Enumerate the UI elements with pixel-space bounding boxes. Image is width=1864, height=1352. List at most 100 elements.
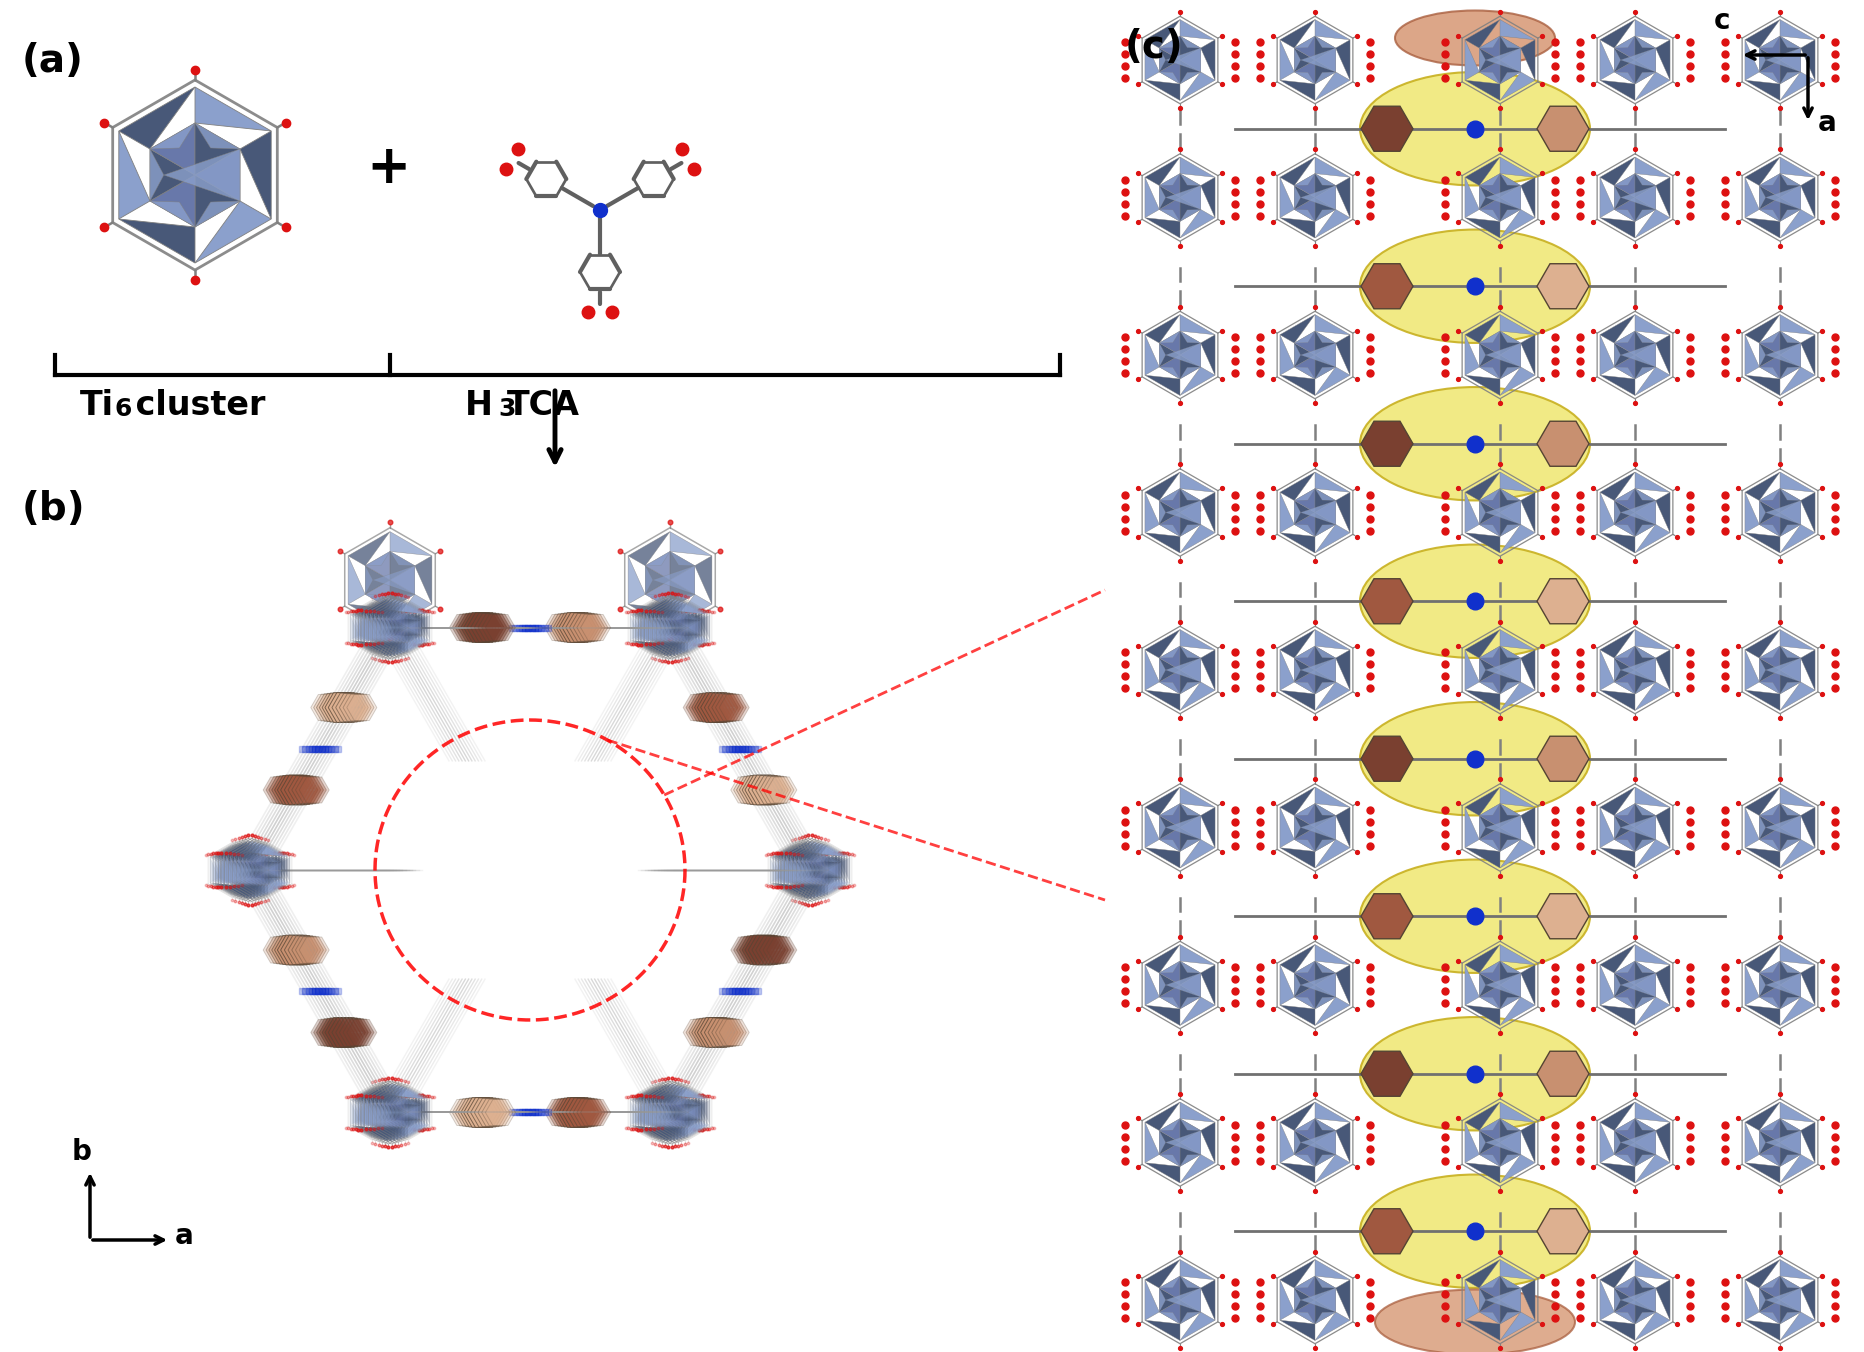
Polygon shape [779, 854, 792, 863]
Polygon shape [261, 854, 276, 863]
Polygon shape [382, 627, 395, 644]
Polygon shape [809, 861, 833, 879]
Polygon shape [1760, 658, 1765, 681]
Polygon shape [358, 1126, 382, 1140]
Polygon shape [404, 602, 427, 614]
Polygon shape [1501, 37, 1521, 59]
Polygon shape [252, 854, 265, 863]
Polygon shape [1745, 157, 1780, 185]
Polygon shape [378, 1086, 401, 1105]
Polygon shape [391, 1113, 406, 1130]
Polygon shape [1521, 1122, 1536, 1163]
Polygon shape [1780, 331, 1801, 356]
Polygon shape [669, 619, 692, 635]
Polygon shape [401, 1105, 416, 1121]
Polygon shape [798, 854, 813, 869]
Polygon shape [734, 776, 764, 803]
Polygon shape [388, 1113, 401, 1129]
Polygon shape [373, 1113, 386, 1128]
Polygon shape [196, 123, 240, 174]
Polygon shape [358, 1099, 367, 1126]
Polygon shape [371, 1105, 375, 1121]
Polygon shape [373, 1087, 393, 1099]
Polygon shape [1760, 658, 1780, 681]
Polygon shape [1620, 973, 1655, 996]
Polygon shape [796, 853, 811, 861]
Polygon shape [408, 635, 421, 642]
Polygon shape [800, 853, 815, 861]
Polygon shape [1294, 37, 1314, 49]
Polygon shape [1480, 185, 1501, 210]
Polygon shape [226, 841, 252, 861]
Polygon shape [796, 844, 818, 857]
Polygon shape [651, 1126, 675, 1141]
Polygon shape [636, 1126, 658, 1140]
Polygon shape [255, 861, 270, 879]
Polygon shape [671, 610, 686, 627]
Polygon shape [1599, 157, 1635, 185]
Polygon shape [388, 1121, 401, 1129]
Polygon shape [399, 621, 421, 635]
Polygon shape [386, 1113, 399, 1129]
Polygon shape [1281, 787, 1314, 815]
Polygon shape [1780, 197, 1801, 222]
Polygon shape [1165, 500, 1200, 525]
Polygon shape [1614, 173, 1635, 197]
Polygon shape [233, 853, 248, 869]
Polygon shape [252, 869, 267, 887]
Polygon shape [1314, 1155, 1336, 1167]
Polygon shape [628, 531, 669, 565]
Polygon shape [1501, 500, 1521, 525]
Polygon shape [1465, 965, 1480, 1006]
Polygon shape [1144, 19, 1180, 49]
Polygon shape [678, 1096, 692, 1113]
Polygon shape [358, 614, 367, 641]
Polygon shape [300, 937, 330, 963]
Polygon shape [734, 937, 764, 964]
Polygon shape [285, 936, 319, 964]
Polygon shape [1635, 173, 1655, 185]
Polygon shape [1294, 343, 1314, 366]
Polygon shape [1165, 815, 1200, 840]
Polygon shape [222, 869, 235, 886]
Polygon shape [1159, 512, 1180, 537]
Polygon shape [811, 863, 824, 877]
Polygon shape [1159, 197, 1180, 222]
Polygon shape [222, 863, 235, 877]
Polygon shape [373, 1105, 395, 1121]
Polygon shape [1635, 488, 1655, 500]
Polygon shape [1336, 177, 1350, 218]
Polygon shape [373, 610, 388, 627]
Polygon shape [1501, 671, 1521, 694]
Polygon shape [377, 627, 391, 645]
Polygon shape [391, 619, 404, 635]
Polygon shape [259, 842, 281, 856]
Polygon shape [805, 883, 828, 895]
Polygon shape [231, 853, 244, 861]
Polygon shape [1180, 787, 1215, 807]
Polygon shape [255, 856, 267, 884]
Polygon shape [662, 1096, 677, 1105]
Polygon shape [1314, 488, 1336, 512]
Polygon shape [473, 614, 507, 642]
Polygon shape [639, 1105, 643, 1119]
Polygon shape [803, 879, 818, 887]
Polygon shape [1501, 197, 1521, 222]
Polygon shape [643, 599, 669, 619]
Polygon shape [671, 1096, 684, 1113]
Polygon shape [1765, 500, 1801, 525]
Polygon shape [788, 869, 802, 887]
Polygon shape [639, 621, 643, 635]
Polygon shape [1159, 500, 1180, 525]
Polygon shape [652, 1113, 665, 1128]
Polygon shape [1159, 827, 1180, 852]
Polygon shape [759, 776, 790, 803]
Polygon shape [352, 641, 375, 654]
Polygon shape [1501, 472, 1536, 492]
Polygon shape [239, 869, 252, 886]
Polygon shape [794, 884, 818, 898]
Polygon shape [239, 877, 263, 896]
Polygon shape [656, 1113, 671, 1130]
Polygon shape [1465, 630, 1501, 658]
Polygon shape [377, 619, 391, 637]
